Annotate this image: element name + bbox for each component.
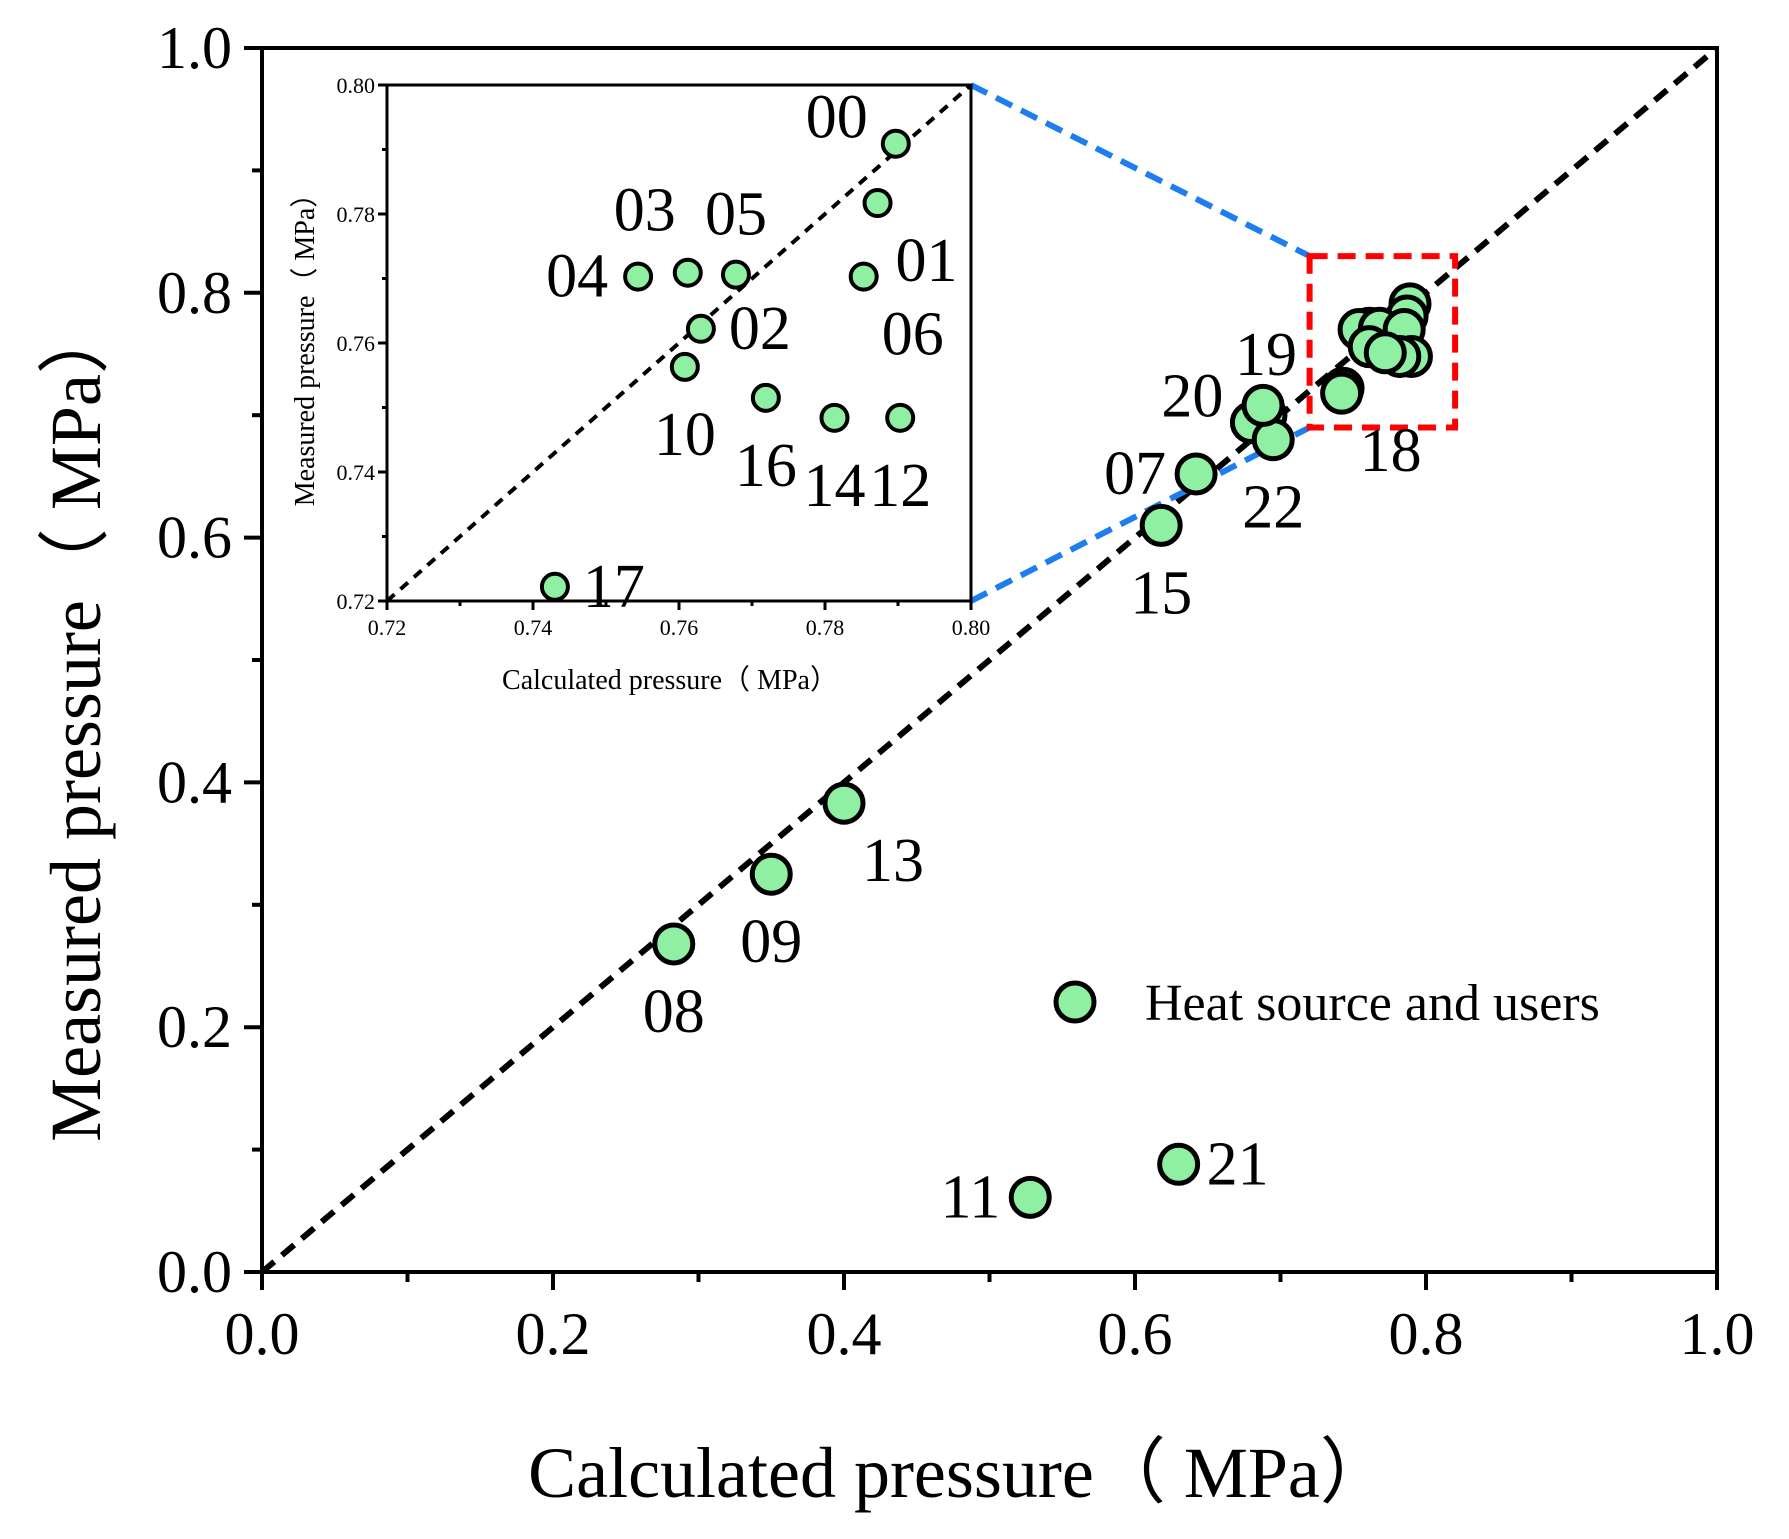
main-point [1241,383,1285,427]
inset-axes-layer: 0.720.72 0.74 0.74 0.76 0.76 0.78 0.78 0.80 0.80 [337,73,991,640]
main-point [652,922,696,966]
inset-point [819,402,850,433]
x-tick-label: 0.0 [225,1301,300,1367]
y-tick-label: 1.0 [157,15,232,81]
main-point [1320,371,1364,415]
main-point-label: 13 [862,827,924,895]
inset-y-axis-title: Measured pressure（ MPa） [289,180,321,507]
inset-point-label: 05 [705,181,767,249]
inset-y-tick-label: 0.76 [337,331,376,356]
inset-y-tick-label: 0.72 [337,589,376,614]
inset-x-tick-label: 0.76 [660,615,699,640]
inset-points-layer [539,128,916,602]
inset-reference-line-layer [385,83,973,603]
main-point [1363,331,1407,375]
inset-point [885,402,916,433]
inset-point [848,261,879,292]
inset-y-tick-label: 0.80 [337,73,376,98]
inset-x-tick-label: 0.80 [952,615,991,640]
inset-point [880,128,911,159]
inset-x-tick-label: 0.74 [514,615,553,640]
legend-label: Heat source and users [1145,975,1600,1032]
main-point [1174,452,1218,496]
inset-point-label: 12 [869,452,931,520]
x-tick-label: 1.0 [1680,1301,1755,1367]
inset-point-label: 10 [654,401,716,469]
inset-x-tick-label: 0.72 [368,615,407,640]
main-reference-line-layer [260,45,1719,1275]
y-tick-label: 0.8 [157,260,232,326]
inset-point-label: 14 [803,452,865,520]
inset-x-tick-label: 0.78 [806,615,845,640]
main-point [1139,503,1183,547]
inset-point [720,259,751,290]
main-point-label: 07 [1104,440,1166,508]
inset-point-label: 02 [729,295,791,363]
x-tick-label: 0.4 [807,1301,882,1367]
x-tick-label: 0.2 [516,1301,591,1367]
inset-point [750,382,781,413]
main-point-label: 15 [1130,559,1192,627]
main-point [1008,1175,1052,1219]
zoom-box [1306,253,1459,431]
inset-point [862,188,893,219]
y-axis-title: Measured pressure（ MPa） [36,302,116,1142]
inset-point-label: 04 [546,243,608,311]
inset-point [669,351,700,382]
main-point-label: 22 [1242,474,1304,542]
y-tick-label: 0.2 [157,994,232,1060]
inset-point-label: 16 [735,432,797,500]
inset-y-tick-label: 0.78 [337,202,376,227]
y-tick-label: 0.4 [157,749,232,815]
inset-point [623,261,654,292]
main-point [749,852,793,896]
main-point-label: 21 [1207,1130,1269,1198]
inset-point-label: 06 [882,301,944,369]
x-tick-label: 0.6 [1098,1301,1173,1367]
main-point [1157,1142,1201,1186]
main-points-layer [652,282,1433,1219]
legend-marker [1053,980,1097,1024]
inset-point [672,257,703,288]
zoom-indicator-layer [969,82,1459,604]
main-point-label: 19 [1235,321,1297,389]
inset-point-label: 17 [583,553,645,621]
inset-point [539,571,570,602]
inset-y-tick-label: 0.74 [337,460,376,485]
y-tick-label: 0.0 [157,1239,232,1305]
main-point-label: 20 [1161,363,1223,431]
x-tick-label: 0.8 [1389,1301,1464,1367]
zoom-connector-bottom [969,424,1311,604]
inset-point-label: 03 [614,177,676,245]
main-point-label: 11 [941,1163,1001,1231]
inset-point-label: 00 [806,84,868,152]
main-axes-layer: 0.00.0 0.2 0.2 0.4 0.4 0.6 0.6 0.8 0.8 1.0 1.0 [157,15,1755,1367]
zoom-connector-top [969,82,1311,259]
x-axis-title: Calculated pressure（ MPa） [528,1433,1392,1513]
inset-reference-line [385,83,973,603]
inset-point [685,313,716,344]
legend: Heat source and users [1053,975,1600,1032]
main-point-label: 09 [740,908,802,976]
main-point [822,781,866,825]
main-reference-line [260,45,1719,1275]
inset-x-axis-title: Calculated pressure（ MPa） [502,664,838,696]
main-point-label: 18 [1360,417,1422,485]
main-point-label: 08 [643,978,705,1046]
y-tick-label: 0.6 [157,505,232,571]
inset-point-label: 01 [896,227,958,295]
